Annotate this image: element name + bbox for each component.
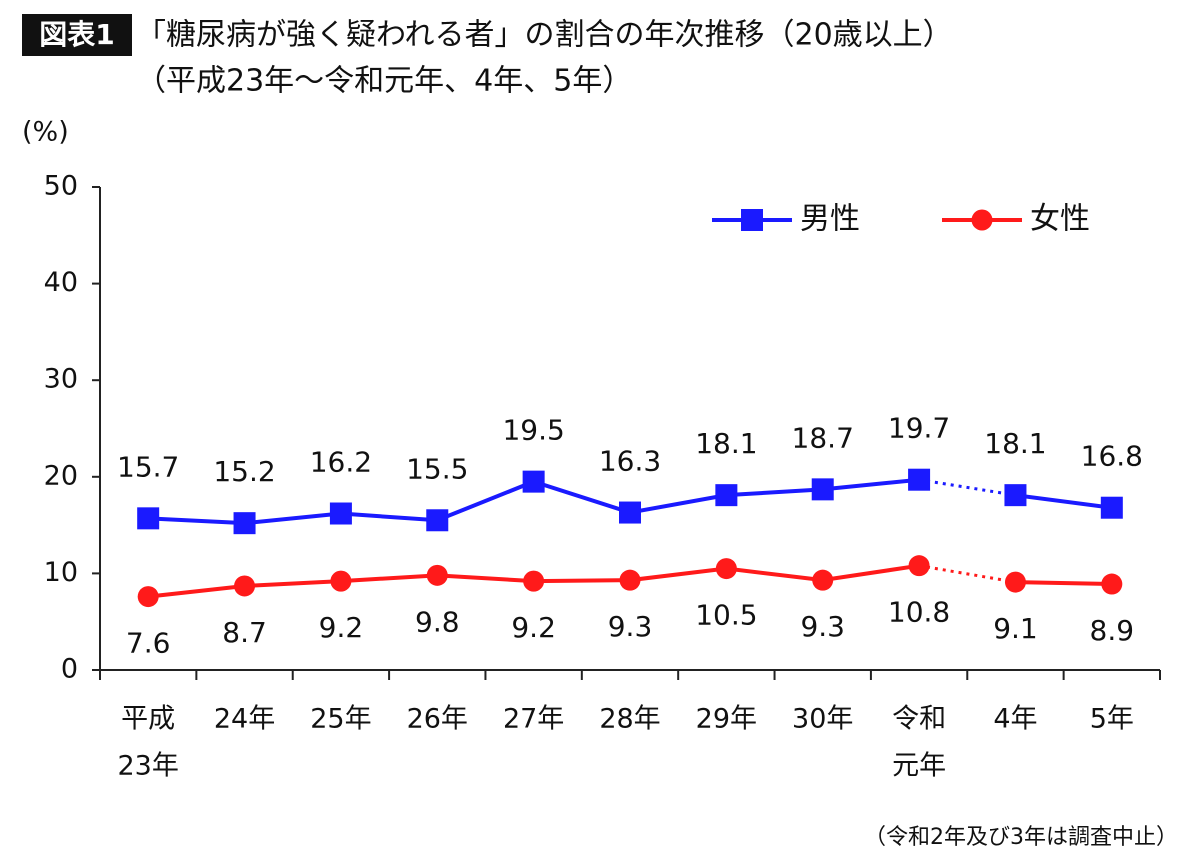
y-tick-label: 50 bbox=[44, 171, 78, 202]
value-label: 9.3 bbox=[608, 610, 653, 643]
value-label: 15.2 bbox=[213, 455, 275, 488]
value-label: 15.5 bbox=[406, 452, 468, 485]
value-label: 10.8 bbox=[888, 596, 950, 629]
value-label: 9.2 bbox=[319, 611, 364, 644]
point bbox=[426, 564, 448, 586]
line bbox=[1015, 493, 1113, 510]
point bbox=[1004, 484, 1027, 507]
badge-bg bbox=[22, 14, 132, 56]
dotted-line bbox=[918, 478, 1016, 497]
value-label: 15.7 bbox=[117, 450, 179, 483]
y-tick-label: 0 bbox=[61, 654, 78, 685]
value-label: 19.7 bbox=[888, 412, 950, 445]
point bbox=[234, 575, 256, 597]
y-tick-label: 20 bbox=[44, 460, 78, 491]
x-tick-label: 令和 bbox=[892, 704, 946, 735]
value-label: 18.7 bbox=[792, 421, 854, 454]
point bbox=[715, 558, 737, 580]
legend-marker bbox=[971, 209, 993, 231]
x-tick-label: 23年 bbox=[118, 751, 179, 782]
x-tick-label: 5年 bbox=[1090, 704, 1134, 735]
legend-label: 女性 bbox=[1030, 202, 1090, 237]
x-tick-label: 平成 bbox=[121, 704, 175, 735]
x-tick-label: 26年 bbox=[407, 704, 468, 735]
x-tick-label: 25年 bbox=[310, 704, 371, 735]
value-label: 9.1 bbox=[993, 612, 1038, 645]
y-tick-label: 10 bbox=[44, 557, 78, 588]
point bbox=[715, 484, 738, 507]
value-label: 10.5 bbox=[695, 599, 757, 632]
value-label: 19.5 bbox=[502, 414, 564, 447]
point bbox=[523, 570, 545, 592]
x-tick-label: 元年 bbox=[892, 751, 946, 782]
point bbox=[1100, 496, 1123, 519]
note: （令和2年及び3年は調査中止） bbox=[864, 825, 1178, 850]
point bbox=[329, 502, 352, 525]
value-label: 18.1 bbox=[695, 427, 757, 460]
y-axis-label: (%) bbox=[22, 117, 69, 148]
point bbox=[619, 501, 641, 524]
y-tick-label: 40 bbox=[44, 267, 78, 298]
value-label: 8.9 bbox=[1090, 614, 1135, 647]
value-label: 9.8 bbox=[415, 605, 460, 638]
point bbox=[522, 470, 545, 493]
legend-marker bbox=[741, 209, 763, 231]
dotted-line bbox=[918, 564, 1016, 584]
value-label: 16.8 bbox=[1081, 440, 1143, 473]
badge: 図表1 bbox=[39, 18, 114, 51]
point bbox=[426, 509, 449, 532]
value-label: 16.3 bbox=[599, 445, 661, 478]
line bbox=[1015, 580, 1112, 587]
point bbox=[233, 512, 256, 535]
chart-subtitle: （平成23年～令和元年、4年、5年） bbox=[136, 64, 632, 99]
point bbox=[137, 507, 160, 530]
x-tick-label: 27年 bbox=[503, 704, 564, 735]
point bbox=[811, 478, 834, 501]
value-label: 7.6 bbox=[126, 627, 171, 660]
point bbox=[908, 555, 930, 577]
value-label: 9.3 bbox=[800, 610, 845, 643]
point bbox=[330, 570, 352, 592]
value-label: 16.2 bbox=[310, 446, 372, 479]
x-tick-label: 28年 bbox=[599, 704, 660, 735]
value-label: 8.7 bbox=[222, 616, 267, 649]
legend-label: 男性 bbox=[800, 202, 860, 237]
x-tick-label: 4年 bbox=[993, 704, 1037, 735]
y-tick-label: 30 bbox=[44, 364, 78, 395]
point bbox=[1004, 571, 1026, 593]
x-tick-label: 24年 bbox=[214, 704, 275, 735]
point bbox=[137, 586, 159, 608]
point bbox=[812, 569, 834, 591]
x-tick-label: 29年 bbox=[696, 704, 757, 735]
chart-title: 「糖尿病が強く疑われる者」の割合の年次推移（20歳以上） bbox=[136, 18, 953, 53]
point bbox=[908, 468, 931, 491]
point bbox=[1101, 573, 1123, 595]
point bbox=[619, 569, 641, 591]
x-tick-label: 30年 bbox=[792, 704, 853, 735]
value-label: 9.2 bbox=[511, 611, 556, 644]
value-label: 18.1 bbox=[984, 427, 1046, 460]
